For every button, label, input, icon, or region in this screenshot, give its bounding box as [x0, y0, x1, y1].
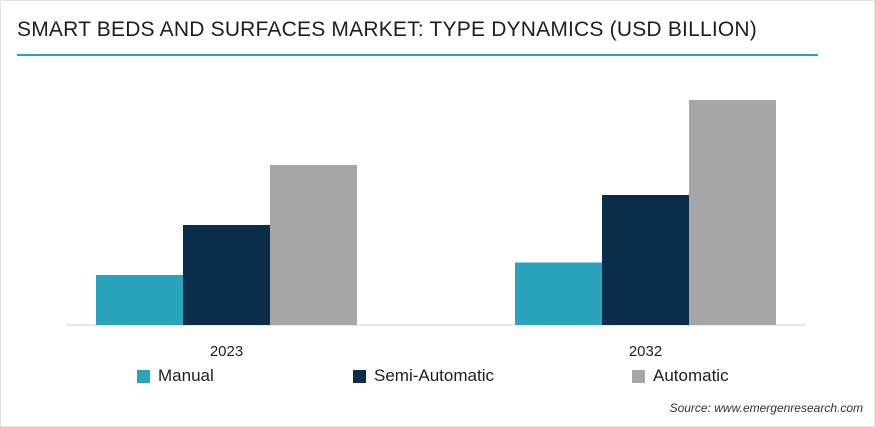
source-credit: Source: www.emergenresearch.com [669, 401, 863, 415]
legend-item-semi-automatic: Semi-Automatic [353, 366, 494, 386]
legend: Manual Semi-Automatic Automatic [0, 366, 875, 390]
title-divider [17, 54, 818, 56]
legend-item-automatic: Automatic [632, 366, 729, 386]
bar-automatic-2032 [689, 100, 776, 325]
legend-label-manual: Manual [158, 366, 214, 385]
legend-item-manual: Manual [137, 366, 214, 386]
legend-label-semi-automatic: Semi-Automatic [374, 366, 494, 385]
bar-manual-2032 [515, 262, 602, 325]
x-tick-label-2023: 2023 [210, 343, 243, 360]
legend-swatch-automatic [632, 369, 645, 383]
bar-automatic-2023 [270, 165, 357, 325]
chart-title: SMART BEDS AND SURFACES MARKET: TYPE DYN… [17, 18, 757, 41]
bar-semi-automatic-2023 [183, 225, 270, 325]
bar-manual-2023 [96, 275, 183, 325]
bar-semi-automatic-2032 [602, 195, 689, 325]
x-tick-label-2032: 2032 [629, 343, 662, 360]
legend-swatch-semi-automatic [353, 369, 366, 383]
legend-swatch-manual [137, 369, 150, 383]
legend-label-automatic: Automatic [653, 366, 729, 385]
